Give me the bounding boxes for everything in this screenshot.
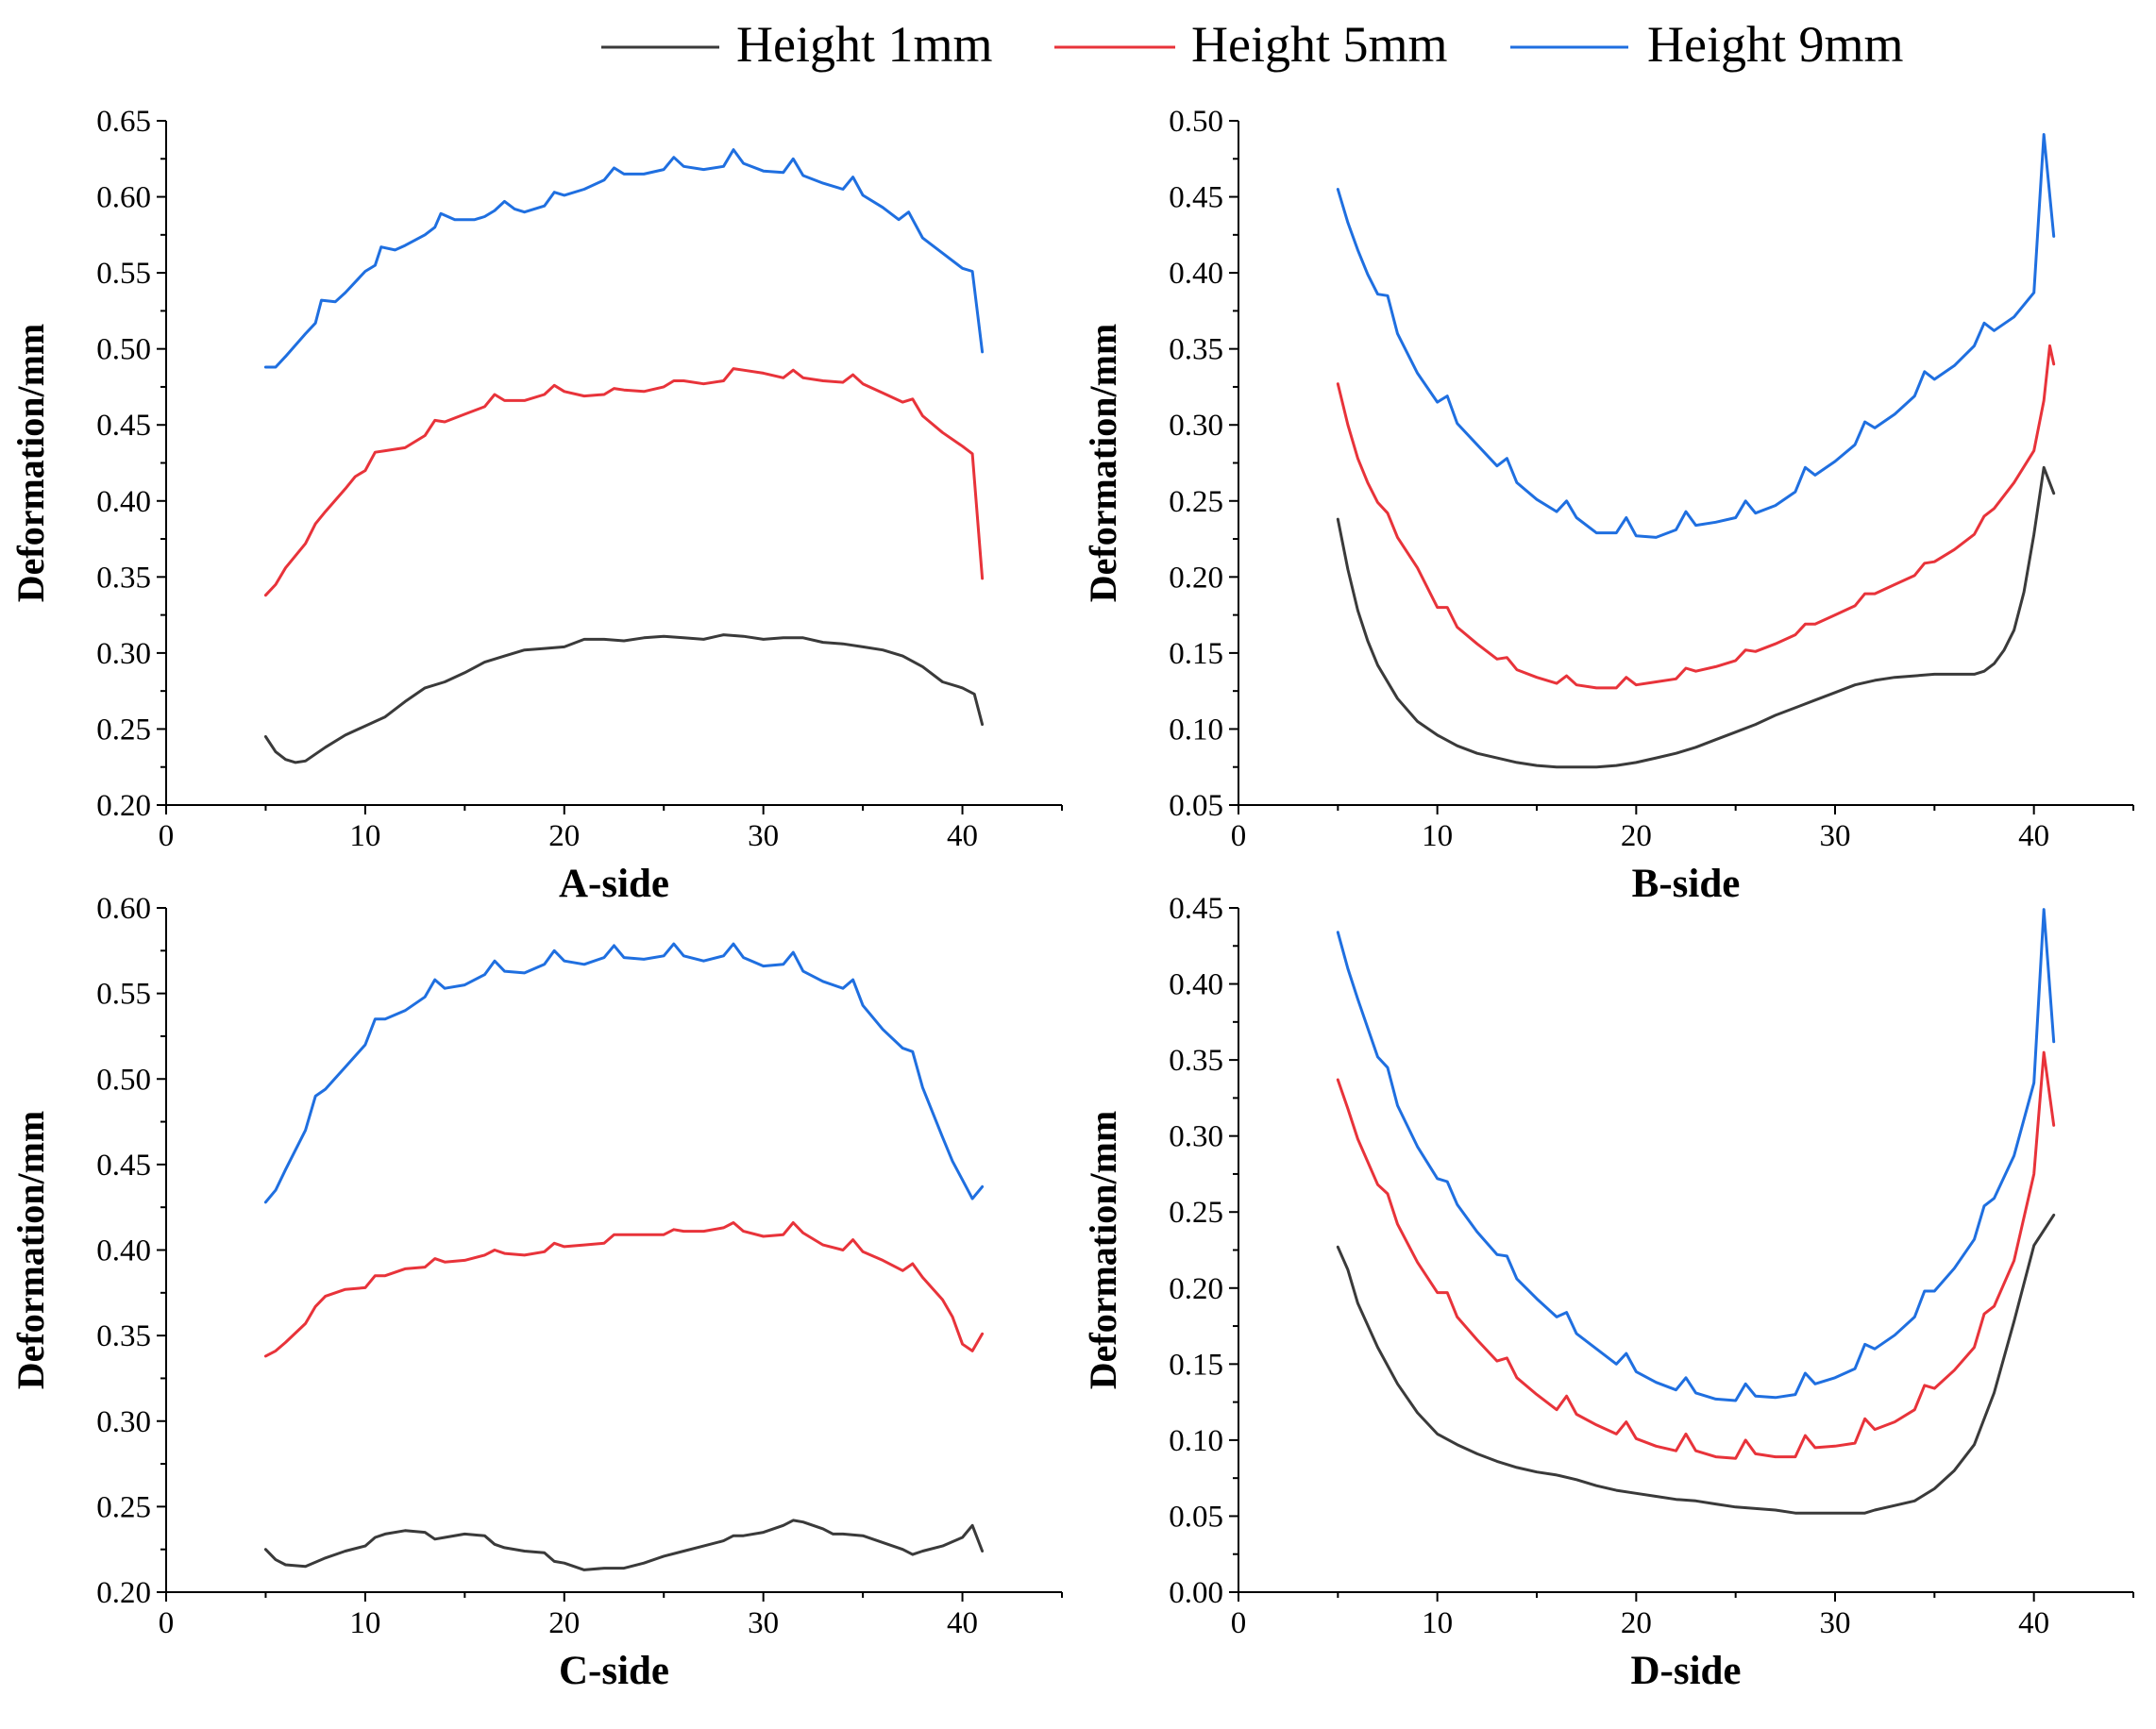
y-tick-label: 0.65 bbox=[96, 105, 151, 139]
y-tick-label: 0.00 bbox=[1169, 1576, 1223, 1610]
y-tick-label: 0.20 bbox=[96, 1576, 151, 1610]
y-tick-label: 0.40 bbox=[1169, 257, 1223, 291]
x-tick-label: 0 bbox=[159, 819, 175, 853]
y-tick-label: 0.30 bbox=[1169, 1120, 1223, 1154]
y-tick-label: 0.25 bbox=[96, 713, 151, 747]
panel-d-side: 0.00 0.05 0.10 0.15 0.20 0.25 0.30 0.35 0.40 0.45… bbox=[1082, 892, 2134, 1693]
y-tick-label: 0.10 bbox=[1169, 1424, 1223, 1458]
y-tick-label: 0.30 bbox=[96, 637, 151, 671]
x-tick-label: 40 bbox=[947, 819, 978, 853]
y-tick-label: 0.25 bbox=[1169, 1196, 1223, 1230]
panel-caption-d-side: D-side bbox=[1630, 1649, 1741, 1693]
x-tick-label: 40 bbox=[947, 1606, 978, 1640]
y-tick-label: 0.30 bbox=[1169, 409, 1223, 443]
legend-label-height-5mm: Height 5mm bbox=[1191, 16, 1447, 73]
y-tick-label: 0.45 bbox=[1169, 892, 1223, 926]
x-tick-label: 0 bbox=[1231, 819, 1247, 853]
x-tick-label: 20 bbox=[1621, 1606, 1652, 1640]
series-line-height-5mm bbox=[263, 367, 985, 597]
y-tick-label: 0.55 bbox=[96, 978, 151, 1012]
y-axis-title: Deformation/mm bbox=[9, 1111, 52, 1389]
x-tick-label: 0 bbox=[159, 1606, 175, 1640]
y-tick-label: 0.10 bbox=[1169, 713, 1223, 747]
panel-caption-c-side: C-side bbox=[559, 1649, 669, 1693]
y-tick-label: 0.35 bbox=[1169, 1044, 1223, 1078]
y-tick-label: 0.60 bbox=[96, 892, 151, 926]
y-axis-title: Deformation/mm bbox=[1082, 324, 1124, 602]
x-tick-label: 10 bbox=[1422, 819, 1453, 853]
y-tick-label: 0.35 bbox=[96, 561, 151, 595]
y-axis-title: Deformation/mm bbox=[9, 324, 52, 602]
series-line-height-1mm bbox=[1336, 465, 2056, 769]
y-tick-label: 0.15 bbox=[1169, 637, 1223, 671]
x-tick-label: 10 bbox=[349, 1606, 380, 1640]
series-line-height-9mm bbox=[1336, 908, 2056, 1402]
panel-c-side: 0.20 0.25 0.30 0.35 0.40 0.45 0.50 0.55 0.60 0 10 2… bbox=[9, 892, 1063, 1693]
x-tick-label: 30 bbox=[1820, 1606, 1851, 1640]
y-tick-label: 0.55 bbox=[96, 257, 151, 291]
series-line-height-9mm bbox=[1336, 133, 2056, 539]
x-tick-label: 20 bbox=[1621, 819, 1652, 853]
x-tick-label: 40 bbox=[2018, 1606, 2049, 1640]
y-tick-label: 0.05 bbox=[1169, 1500, 1223, 1534]
panel-a-side: 0.20 0.25 0.30 0.35 0.40 0.45 0.50 0.55 0.60 0.65… bbox=[9, 105, 1063, 906]
x-tick-label: 0 bbox=[1231, 1606, 1247, 1640]
y-tick-label: 0.25 bbox=[1169, 485, 1223, 519]
series-line-height-9mm bbox=[263, 942, 985, 1204]
series-line-height-1mm bbox=[263, 633, 985, 764]
series-line-height-1mm bbox=[263, 1519, 985, 1571]
panel-caption-b-side: B-side bbox=[1632, 862, 1741, 906]
legend: Height 1mm Height 5mm Height 9mm bbox=[601, 16, 1903, 73]
y-tick-label: 0.50 bbox=[96, 333, 151, 367]
legend-label-height-1mm: Height 1mm bbox=[736, 16, 992, 73]
legend-label-height-9mm: Height 9mm bbox=[1647, 16, 1903, 73]
x-tick-label: 30 bbox=[748, 819, 779, 853]
x-tick-label: 10 bbox=[349, 819, 380, 853]
series-line-height-5mm bbox=[1336, 1050, 2056, 1460]
y-tick-label: 0.15 bbox=[1169, 1348, 1223, 1382]
y-tick-label: 0.20 bbox=[96, 789, 151, 823]
y-tick-label: 0.40 bbox=[96, 1234, 151, 1268]
y-tick-label: 0.40 bbox=[1169, 968, 1223, 1002]
x-tick-label: 40 bbox=[2018, 819, 2049, 853]
y-tick-label: 0.20 bbox=[1169, 1272, 1223, 1306]
series-line-height-1mm bbox=[1336, 1213, 2056, 1515]
y-tick-label: 0.40 bbox=[96, 485, 151, 519]
y-tick-label: 0.60 bbox=[96, 181, 151, 215]
x-tick-label: 30 bbox=[1820, 819, 1851, 853]
y-tick-label: 0.05 bbox=[1169, 789, 1223, 823]
y-tick-label: 0.30 bbox=[96, 1405, 151, 1439]
y-tick-label: 0.35 bbox=[1169, 333, 1223, 367]
x-tick-label: 20 bbox=[548, 1606, 580, 1640]
y-tick-label: 0.45 bbox=[1169, 181, 1223, 215]
series-line-height-9mm bbox=[263, 148, 985, 369]
series-line-height-5mm bbox=[1336, 344, 2056, 690]
y-tick-label: 0.50 bbox=[1169, 105, 1223, 139]
panel-b-side: 0.05 0.10 0.15 0.20 0.25 0.30 0.35 0.40 0.45 0.50… bbox=[1082, 105, 2134, 906]
chart-panels: 0.20 0.25 0.30 0.35 0.40 0.45 0.50 0.55 0.60 0.65… bbox=[9, 105, 2134, 1693]
x-tick-label: 10 bbox=[1422, 1606, 1453, 1640]
y-tick-label: 0.45 bbox=[96, 1149, 151, 1183]
y-tick-label: 0.35 bbox=[96, 1319, 151, 1353]
y-axis-title: Deformation/mm bbox=[1082, 1111, 1124, 1389]
x-tick-label: 30 bbox=[748, 1606, 779, 1640]
x-tick-label: 20 bbox=[548, 819, 580, 853]
panel-caption-a-side: A-side bbox=[559, 862, 669, 906]
y-tick-label: 0.25 bbox=[96, 1490, 151, 1524]
y-tick-label: 0.20 bbox=[1169, 561, 1223, 595]
y-tick-label: 0.45 bbox=[96, 409, 151, 443]
series-line-height-5mm bbox=[263, 1221, 985, 1358]
y-tick-label: 0.50 bbox=[96, 1063, 151, 1097]
